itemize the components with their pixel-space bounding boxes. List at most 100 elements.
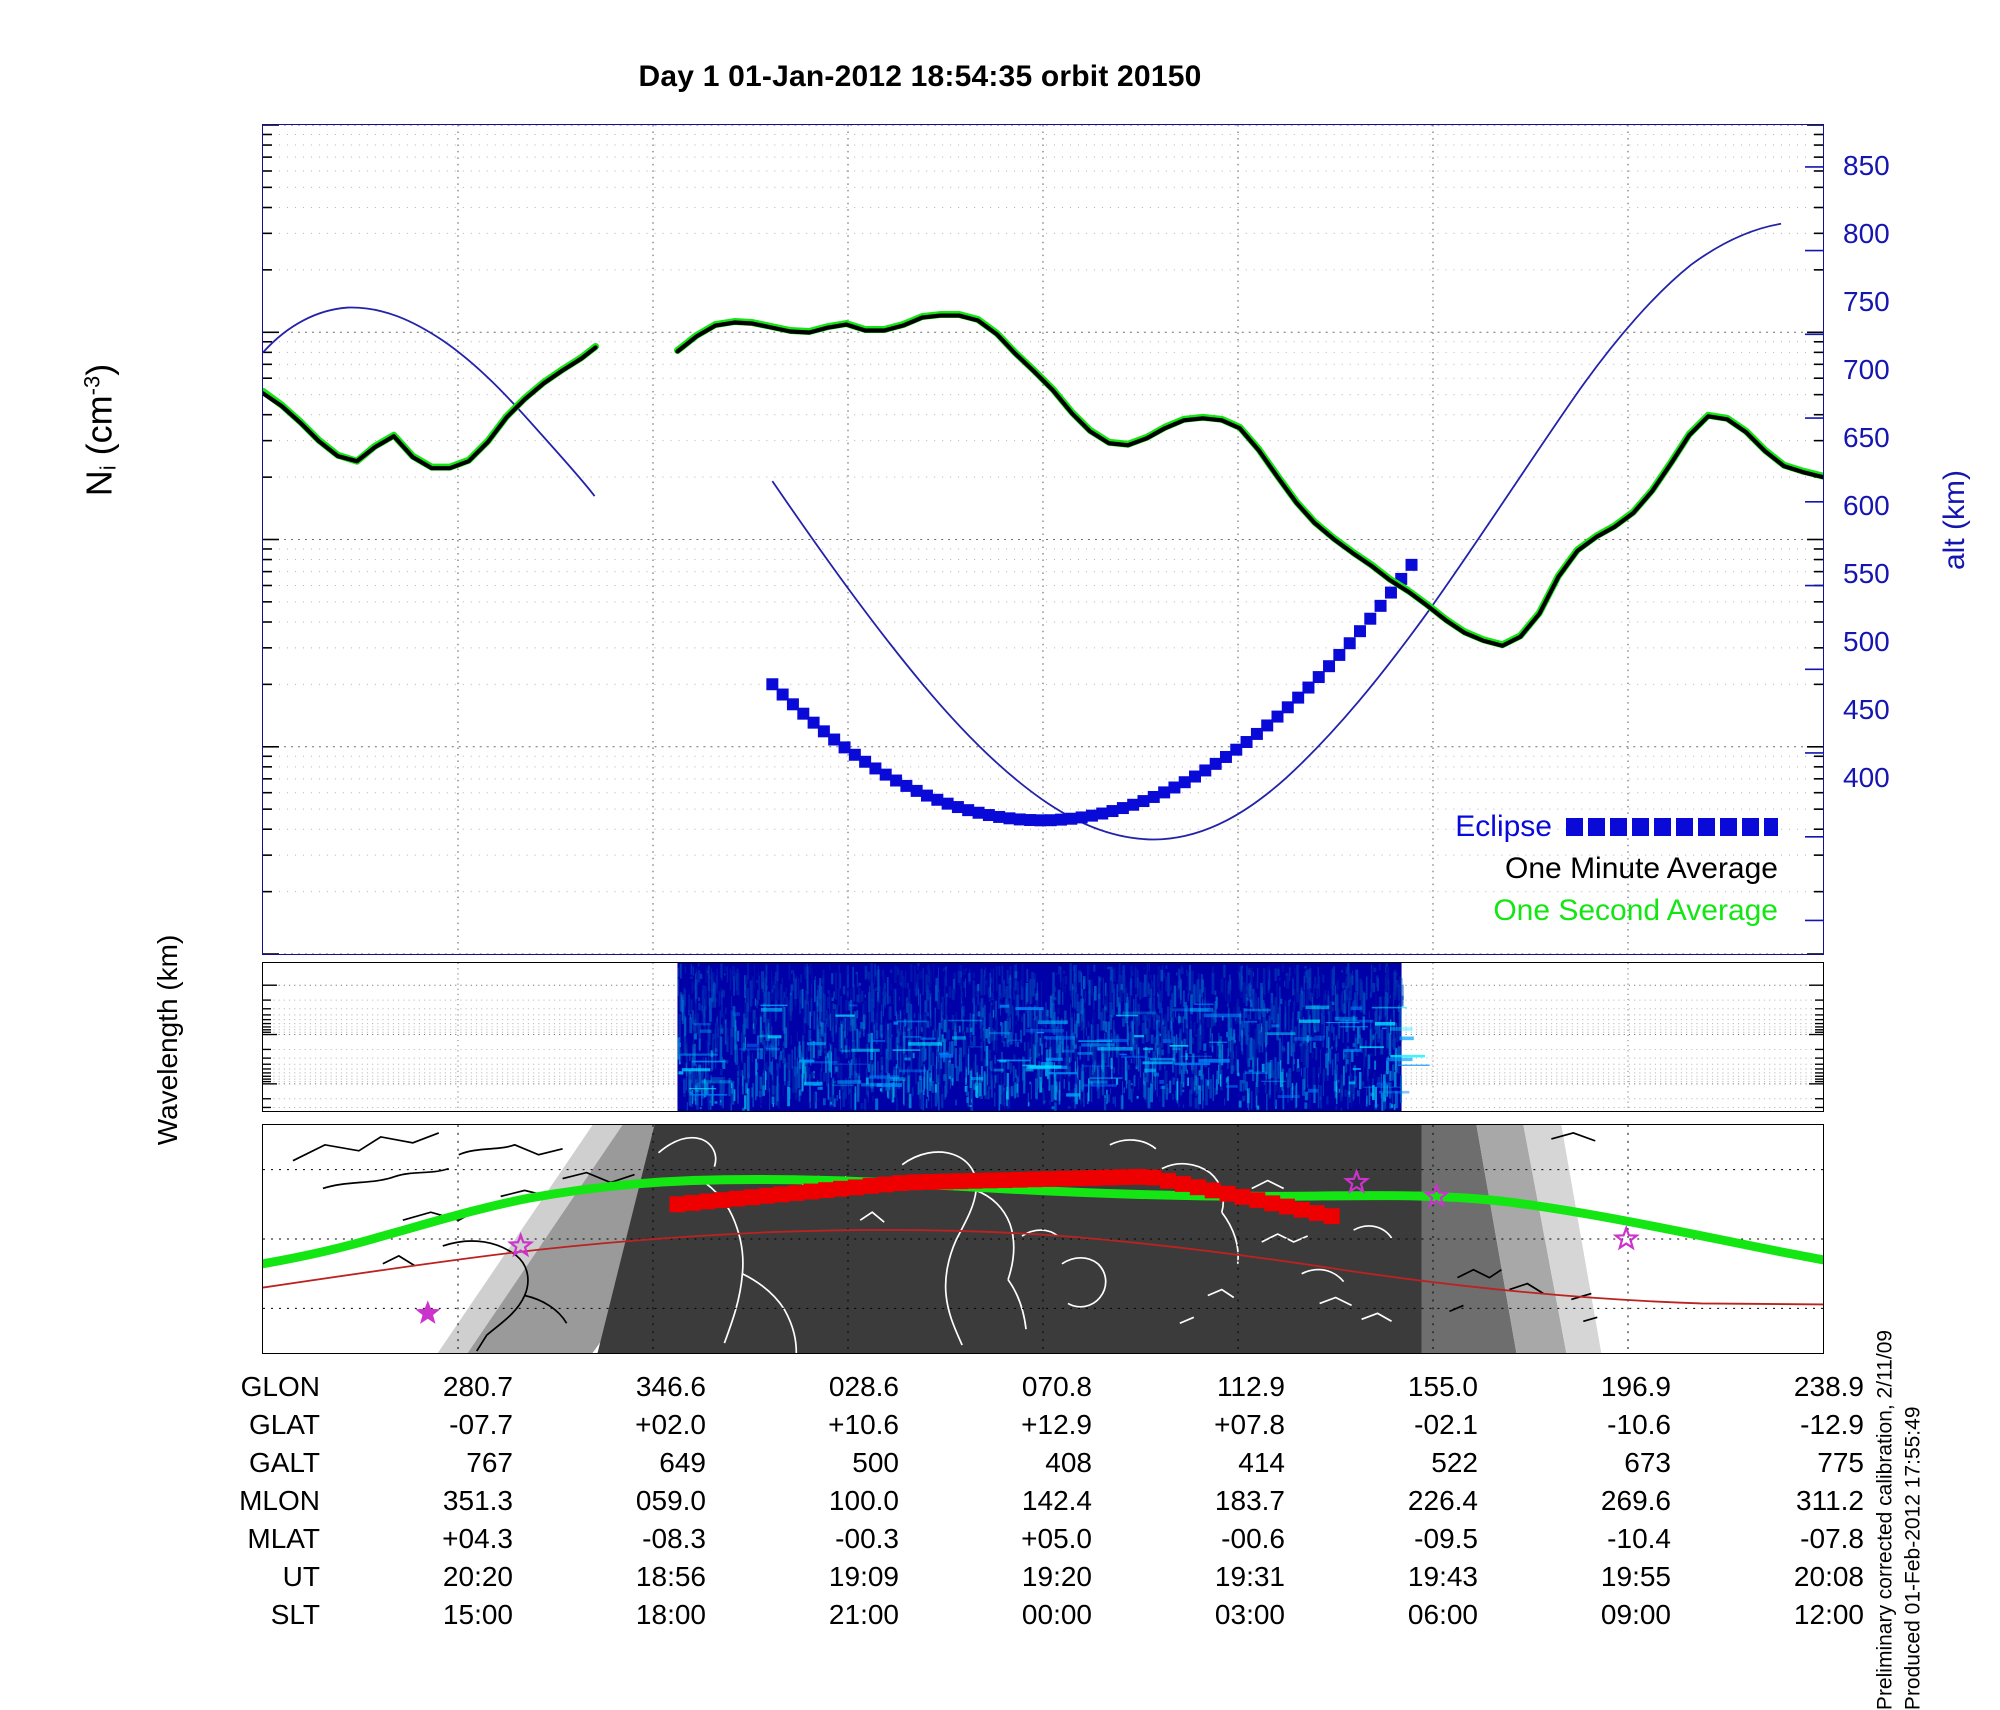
table-cell: 18:56 — [635, 1561, 706, 1592]
table-cell: +10.6 — [828, 1409, 899, 1440]
table-row-label: UT — [282, 1561, 320, 1592]
table-row: GLAT -07.7 +02.0 +10.6 +12.9 +07.8 -02.1… — [170, 1406, 1870, 1444]
y-axis-left-symbol: N — [78, 470, 120, 497]
y-axis-left-subscript: i — [95, 465, 121, 471]
table-cell: 100.0 — [828, 1485, 899, 1516]
ion-density-plot — [262, 124, 1824, 955]
y-axis-left-unit-exponent: -3 — [79, 375, 105, 396]
one-second-average-trace — [263, 311, 1823, 649]
table-cell: 070.8 — [1021, 1371, 1092, 1402]
plot-legend: Eclipse One Minute Average One Second Av… — [1448, 806, 1778, 932]
table-cell: 19:55 — [1600, 1561, 1671, 1592]
table-cell: 311.2 — [1796, 1485, 1864, 1516]
footnote: Preliminary corrected calibration, 2/11/… — [1871, 1330, 1926, 1710]
alt-tick-400: 400 — [1843, 762, 1890, 793]
table-cell: 19:09 — [828, 1561, 899, 1592]
table-cell: 280.7 — [442, 1371, 513, 1402]
table-row-label: GLAT — [248, 1409, 320, 1440]
map-eclipse-markers — [669, 1168, 1340, 1225]
alt-tick-500: 500 — [1843, 626, 1890, 657]
table-cell: -07.7 — [449, 1409, 513, 1440]
table-cell: 142.4 — [1021, 1485, 1092, 1516]
table-row-label: GLON — [240, 1371, 320, 1402]
table-cell: 767 — [466, 1447, 513, 1478]
table-cell: 649 — [659, 1447, 706, 1478]
table-cell: 19:20 — [1021, 1561, 1092, 1592]
ground-track-map — [262, 1124, 1824, 1354]
alt-tick-650: 650 — [1843, 422, 1890, 453]
table-row-label: GALT — [248, 1447, 320, 1478]
wavelength-svg — [263, 963, 1823, 1111]
table-cell: 19:43 — [1407, 1561, 1478, 1592]
legend-label-one-minute: One Minute Average — [1505, 852, 1778, 885]
altitude-curve — [263, 306, 596, 497]
altitude-curve-2 — [771, 222, 1782, 841]
main-plot-svg — [263, 125, 1823, 954]
table-cell: 155.0 — [1407, 1371, 1478, 1402]
table-cell: 183.7 — [1214, 1485, 1285, 1516]
table-cell: 673 — [1624, 1447, 1671, 1478]
table-cell: 028.6 — [828, 1371, 899, 1402]
table-cell: 059.0 — [635, 1485, 706, 1516]
eclipse-markers — [766, 558, 1418, 827]
table-cell: 408 — [1045, 1447, 1092, 1478]
footnote-line-2: Produced 01-Feb-2012 17:55:49 — [1901, 1406, 1924, 1710]
table-cell: 500 — [852, 1447, 899, 1478]
table-cell: 346.6 — [635, 1371, 706, 1402]
table-cell: 15:00 — [442, 1599, 513, 1630]
wavelength-axis-label: Wavelength (km) — [152, 934, 183, 1146]
alt-tick-850: 850 — [1843, 150, 1890, 181]
table-cell: -00.3 — [835, 1523, 899, 1554]
wavelength-axis-ticks — [263, 984, 1823, 1109]
table-cell: 269.6 — [1600, 1485, 1671, 1516]
table-cell: -09.5 — [1414, 1523, 1478, 1554]
table-cell: -10.6 — [1607, 1409, 1671, 1440]
legend-label-eclipse: Eclipse — [1455, 810, 1552, 843]
table-row: MLAT +04.3 -08.3 -00.3 +05.0 -00.6 -09.5… — [170, 1520, 1870, 1558]
table-row: MLON 351.3 059.0 100.0 142.4 183.7 226.4… — [170, 1482, 1870, 1520]
table-cell: 18:00 — [635, 1599, 706, 1630]
table-cell: 351.3 — [442, 1485, 513, 1516]
left-axis-ticks — [263, 125, 1823, 954]
table-cell: +05.0 — [1021, 1523, 1092, 1554]
table-cell: 06:00 — [1407, 1599, 1478, 1630]
table-row: GALT 767 649 500 408 414 522 673 775 — [170, 1444, 1870, 1482]
y-axis-left-label: Ni (cm-3) — [79, 364, 122, 496]
alt-tick-750: 750 — [1843, 286, 1890, 317]
spectrogram-noise — [677, 963, 1430, 1111]
legend-entry-one-second: One Second Average — [1448, 890, 1778, 932]
footnote-line-1: Preliminary corrected calibration, 2/11/… — [1873, 1329, 1897, 1710]
y-axis-right-label: alt (km) — [1938, 470, 1971, 570]
table-cell: -12.9 — [1800, 1409, 1864, 1440]
legend-entry-one-minute: One Minute Average — [1448, 848, 1778, 890]
table-row: GLON 280.7 346.6 028.6 070.8 112.9 155.0… — [170, 1368, 1870, 1406]
page-title: Day 1 01-Jan-2012 18:54:35 orbit 20150 — [638, 60, 1202, 93]
table-cell: 112.9 — [1217, 1371, 1285, 1402]
table-cell: 12:00 — [1793, 1599, 1864, 1630]
table-cell: 522 — [1431, 1447, 1478, 1478]
table-cell: -02.1 — [1414, 1409, 1478, 1440]
table-row: SLT 15:00 18:00 21:00 00:00 03:00 06:00 … — [170, 1596, 1870, 1634]
table-cell: 20:20 — [442, 1561, 513, 1592]
table-cell: 238.9 — [1793, 1371, 1864, 1402]
legend-entry-eclipse: Eclipse — [1448, 806, 1778, 848]
orbit-parameter-table: GLON 280.7 346.6 028.6 070.8 112.9 155.0… — [170, 1368, 1870, 1634]
table-cell: 21:00 — [828, 1599, 899, 1630]
table-cell: +12.9 — [1021, 1409, 1092, 1440]
table-cell: 19:31 — [1214, 1561, 1285, 1592]
alt-tick-600: 600 — [1843, 490, 1890, 521]
table-cell: -07.8 — [1800, 1523, 1864, 1554]
table-cell: 09:00 — [1600, 1599, 1671, 1630]
one-minute-average-trace — [263, 313, 1823, 648]
map-svg — [263, 1125, 1823, 1353]
table-cell: -00.6 — [1221, 1523, 1285, 1554]
alt-tick-800: 800 — [1843, 218, 1890, 249]
table-cell: 00:00 — [1021, 1599, 1092, 1630]
coastlines-day — [292, 1132, 1598, 1352]
map-star-markers — [415, 1168, 1640, 1324]
right-axis-ticks — [1805, 166, 1823, 922]
table-cell: 196.9 — [1600, 1371, 1671, 1402]
legend-label-one-second: One Second Average — [1493, 894, 1778, 927]
table-cell: -08.3 — [642, 1523, 706, 1554]
